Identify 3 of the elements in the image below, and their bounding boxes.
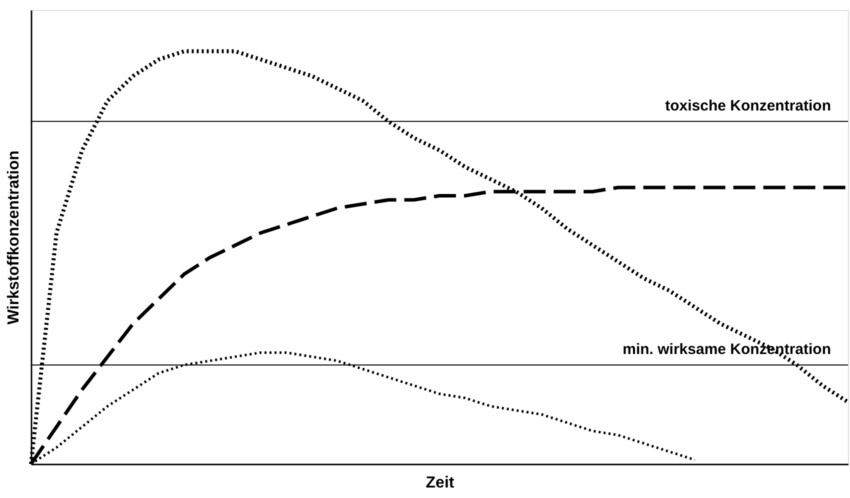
y-axis-title: Wirkstoffkonzentration xyxy=(6,150,22,325)
x-axis-title: Zeit xyxy=(426,474,455,492)
ref-line-label: toxische Konzentration xyxy=(665,97,831,114)
